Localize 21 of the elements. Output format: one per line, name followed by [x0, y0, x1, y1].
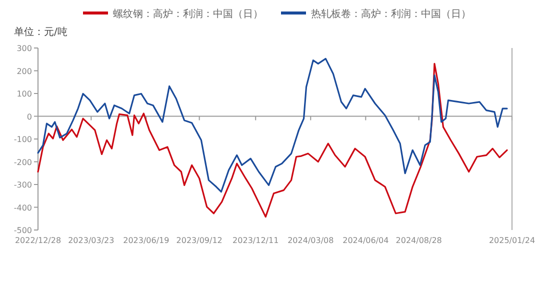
- y-tick-label: -500: [14, 226, 32, 235]
- x-tick-label: 2023/03/23: [68, 236, 114, 245]
- legend-label: 热轧板卷：高炉：利润：中国（日）: [311, 8, 471, 20]
- y-tick-label: 100: [16, 90, 32, 98]
- x-tick-label: 2022/12/28: [14, 236, 62, 245]
- legend-label: 螺纹钢：高炉：利润：中国（日）: [113, 8, 263, 20]
- x-tick-label: 2025/01/24: [488, 236, 536, 245]
- y-tick-label: -400: [14, 203, 32, 212]
- y-tick-label: 0: [26, 112, 32, 122]
- y-tick-label: -300: [14, 180, 32, 190]
- y-tick-label: 200: [16, 66, 32, 76]
- x-tick-label: 2024/08/28: [396, 236, 442, 245]
- x-tick-label: 2023/06/19: [123, 236, 170, 245]
- x-tick-label: 2023/09/12: [176, 236, 222, 245]
- y-tick-label: -200: [14, 158, 32, 167]
- x-tick-label: 2024/03/08: [288, 236, 334, 245]
- text: 单位：元/吨: [14, 26, 68, 38]
- x-tick-label: 2024/06/04: [342, 236, 389, 245]
- y-tick-label: 300: [16, 44, 32, 53]
- y-tick-label: -100: [14, 135, 32, 144]
- x-tick-label: 2023/12/11: [232, 236, 279, 245]
